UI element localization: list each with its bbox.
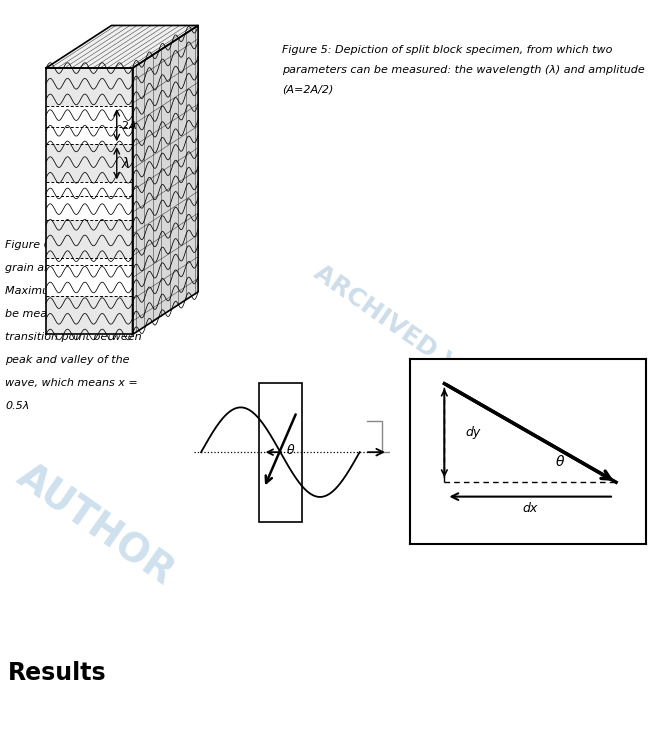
Polygon shape — [46, 106, 133, 144]
Text: $\theta$: $\theta$ — [555, 454, 565, 469]
Polygon shape — [46, 297, 133, 334]
Text: Results: Results — [8, 661, 107, 685]
Polygon shape — [46, 25, 198, 68]
Polygon shape — [46, 258, 133, 297]
Text: ARCHIVED VERSION: ARCHIVED VERSION — [310, 260, 550, 440]
Text: AUTHOR: AUTHOR — [9, 457, 181, 593]
Polygon shape — [46, 68, 133, 334]
Polygon shape — [133, 25, 198, 334]
Text: Maximum grain angle can: Maximum grain angle can — [5, 286, 150, 296]
Text: $\theta$: $\theta$ — [286, 443, 295, 457]
Text: $\lambda$: $\lambda$ — [121, 155, 130, 171]
Text: transition point between: transition point between — [5, 332, 142, 342]
Polygon shape — [46, 221, 133, 258]
Text: parameters can be measured: the wavelength (λ) and amplitude: parameters can be measured: the waveleng… — [282, 65, 645, 75]
Polygon shape — [46, 182, 133, 221]
Bar — [259, 383, 302, 522]
Text: 0.5λ: 0.5λ — [5, 401, 30, 411]
Polygon shape — [46, 68, 133, 106]
Text: $2A$: $2A$ — [121, 119, 136, 131]
Text: Figure 6: Illustration of: Figure 6: Illustration of — [5, 240, 131, 250]
Text: (A=2A/2): (A=2A/2) — [282, 85, 333, 95]
Text: grain angle measurement.: grain angle measurement. — [5, 263, 154, 273]
Text: dx: dx — [523, 502, 538, 516]
Text: peak and valley of the: peak and valley of the — [5, 355, 129, 365]
Text: be measured in the: be measured in the — [5, 309, 114, 319]
Text: Figure 5: Depiction of split block specimen, from which two: Figure 5: Depiction of split block speci… — [282, 45, 612, 55]
Polygon shape — [46, 144, 133, 182]
Text: wave, which means x =: wave, which means x = — [5, 378, 138, 388]
Text: dy: dy — [466, 426, 481, 440]
